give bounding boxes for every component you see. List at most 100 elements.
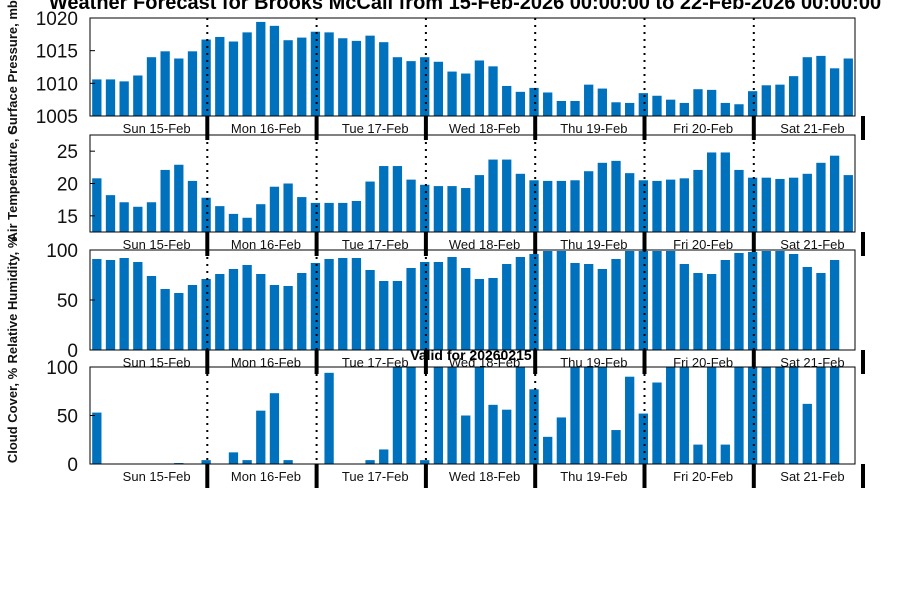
bar (310, 202, 321, 232)
x-day-label: Sun 15-Feb (123, 121, 191, 136)
bar (146, 202, 157, 232)
x-day-label: Sat 21-Feb (780, 469, 844, 484)
bar (174, 58, 184, 116)
bar (502, 85, 512, 116)
x-day-label: Thu 19-Feb (560, 469, 627, 484)
bar (215, 206, 225, 232)
bar (829, 367, 840, 464)
bar (297, 37, 307, 116)
bar (816, 162, 826, 232)
bar (105, 195, 116, 232)
bar (474, 175, 485, 232)
y-tick-label: 1015 (36, 42, 78, 63)
bar (228, 269, 239, 350)
x-day-label: Sat 21-Feb (780, 237, 844, 252)
bar (556, 100, 567, 116)
bar (379, 42, 389, 116)
bar (625, 251, 635, 350)
bar (775, 251, 785, 350)
bar (338, 38, 348, 116)
bar (584, 367, 594, 464)
bar (420, 184, 430, 232)
bar (679, 178, 689, 232)
bar (734, 104, 744, 116)
bar (92, 79, 102, 116)
bar (92, 259, 102, 350)
bar (584, 84, 594, 116)
x-day-label: Sun 15-Feb (123, 237, 191, 252)
bar (433, 367, 444, 464)
bar (324, 32, 334, 117)
x-day-label: Tue 17-Feb (342, 121, 409, 136)
bar (447, 186, 457, 232)
bar (365, 460, 375, 464)
y-tick-label: 1020 (36, 9, 78, 30)
bar (392, 281, 403, 350)
bar (734, 253, 744, 350)
bar (693, 169, 703, 232)
bar (338, 202, 348, 232)
bar (706, 152, 717, 232)
bar (543, 436, 553, 464)
x-day-label: Mon 16-Feb (231, 237, 301, 252)
bar (720, 102, 730, 116)
bar (625, 376, 635, 464)
bar (570, 100, 580, 116)
bar (829, 260, 840, 350)
bar (747, 91, 758, 116)
bar (693, 444, 703, 464)
bar (447, 71, 457, 116)
bar (761, 251, 771, 350)
bar (775, 84, 785, 116)
bar (379, 281, 389, 350)
y-axis-label: Surface Pressure, mb (5, 0, 20, 134)
x-day-label: Sat 21-Feb (780, 355, 844, 370)
x-day-label: Sat 21-Feb (780, 121, 844, 136)
x-day-label: Thu 19-Feb (560, 355, 627, 370)
x-day-label: Wed 18-Feb (449, 121, 520, 136)
bar (488, 404, 498, 464)
bar (543, 180, 553, 232)
y-axis-label: Cloud Cover, % (5, 367, 20, 463)
bar (105, 260, 116, 350)
bar (283, 183, 293, 232)
bar (351, 200, 362, 232)
y-axis-label: Air Temperature, C (5, 125, 20, 242)
bar (747, 252, 758, 350)
bar (611, 102, 621, 116)
bar (666, 367, 676, 464)
bar (187, 51, 198, 116)
bar (515, 173, 526, 232)
bar (788, 76, 799, 116)
y-tick-label: 15 (57, 207, 78, 228)
bar (256, 274, 266, 350)
bar (666, 99, 676, 116)
bar (529, 389, 539, 464)
bar (461, 73, 471, 116)
bar (720, 152, 730, 232)
bar (297, 197, 307, 232)
bar (693, 273, 703, 350)
cloud-cover-panel: 0 50 100 Cloud Cover, % Sun 15-Feb Mon 16-Feb… (5, 358, 865, 488)
x-day-label: Tue 17-Feb (342, 469, 409, 484)
bar (92, 178, 102, 232)
bar (269, 285, 280, 350)
bar (734, 367, 744, 464)
y-tick-label: 50 (57, 291, 78, 312)
bar (269, 393, 280, 464)
bar (174, 293, 184, 350)
bar (92, 412, 102, 464)
bar (679, 367, 689, 464)
bar (119, 81, 129, 116)
bar (242, 32, 252, 117)
bar (597, 367, 607, 464)
bar (228, 452, 239, 464)
chart-subtitle: Valid for 20260215 (410, 347, 532, 363)
bar (474, 367, 485, 464)
bar (160, 169, 170, 232)
bar (420, 262, 430, 350)
bar (843, 58, 853, 116)
bar (433, 61, 444, 116)
bar (611, 160, 621, 232)
